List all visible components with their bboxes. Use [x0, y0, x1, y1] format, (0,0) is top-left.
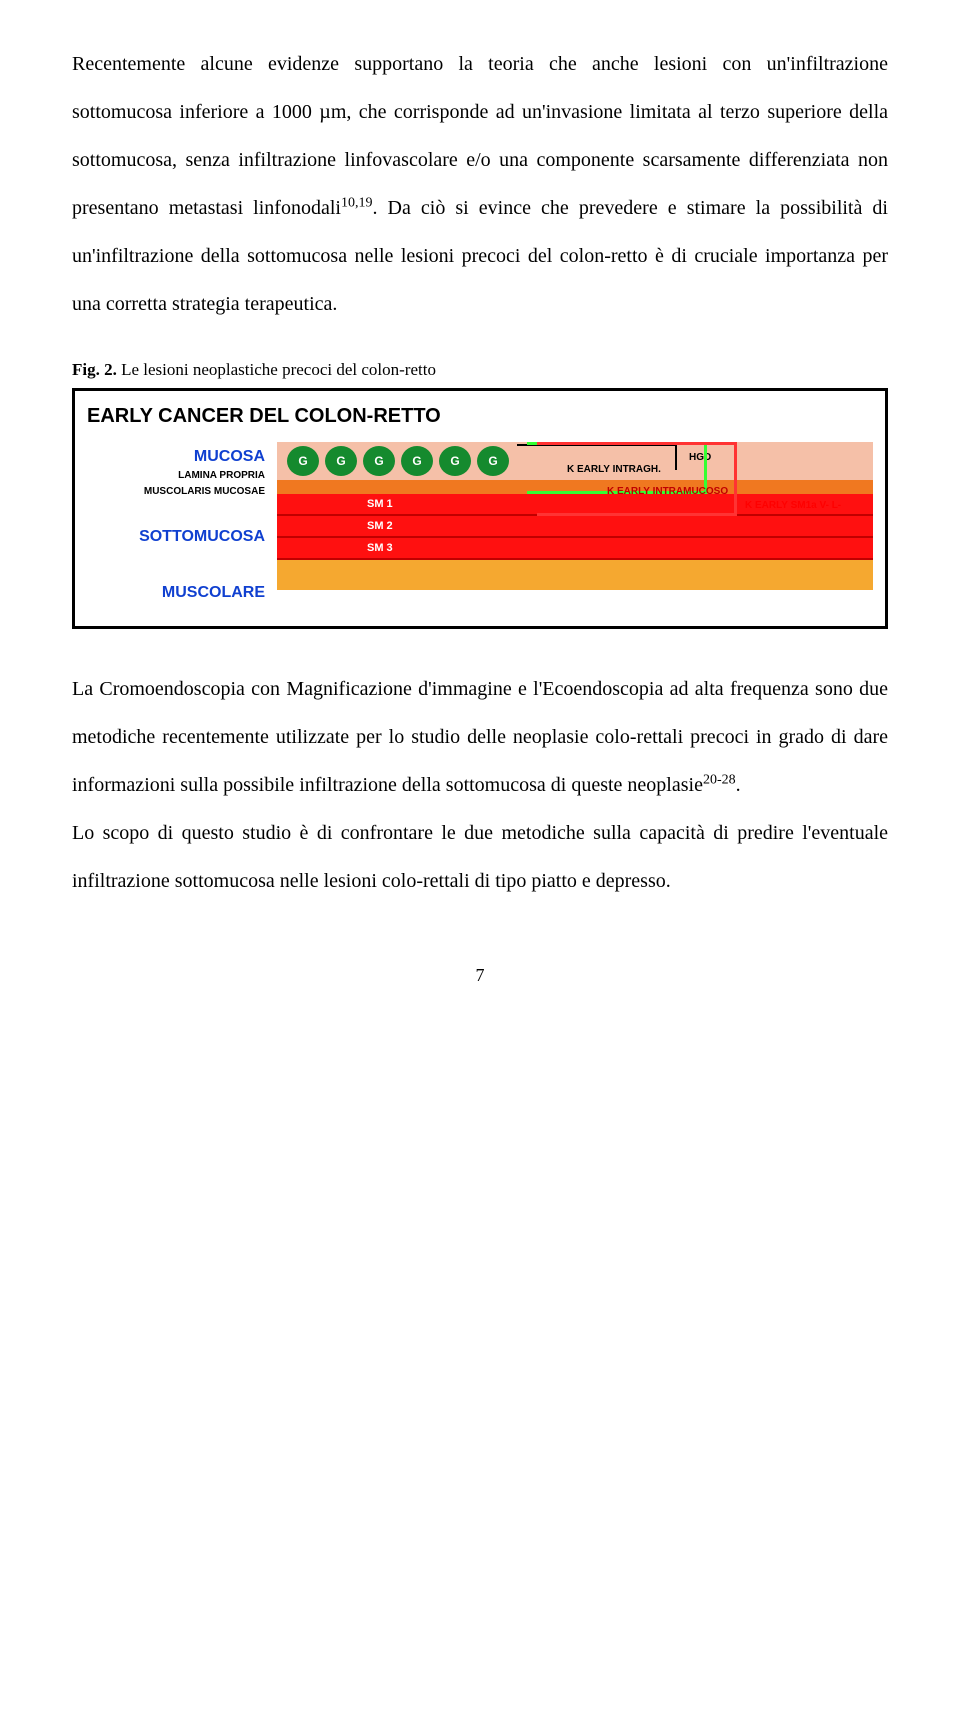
gland-icon: G: [401, 446, 433, 476]
sm2-layer: SM 2: [277, 516, 873, 538]
gland-icon: G: [363, 446, 395, 476]
diagram-early-cancer: EARLY CANCER DEL COLON-RETTO MUCOSA LAMI…: [72, 388, 888, 629]
para2a: La Cromoendoscopia con Magnificazione d'…: [72, 678, 888, 796]
sm3-layer: SM 3: [277, 538, 873, 560]
label-sottomucosa: SOTTOMUCOSA: [87, 526, 277, 548]
figure-caption: Fig. 2. Le lesioni neoplastiche precoci …: [72, 360, 888, 380]
sm1-label: SM 1: [367, 498, 393, 510]
para1-text: Recentemente alcune evidenze supportano …: [72, 53, 888, 219]
label-lamina: LAMINA PROPRIA: [87, 470, 277, 486]
diagram-body: MUCOSA LAMINA PROPRIA MUSCOLARIS MUCOSAE…: [87, 442, 873, 600]
para2b: .: [736, 774, 741, 796]
fig-caption-bold: Fig. 2.: [72, 360, 117, 379]
label-mm: MUSCOLARIS MUCOSAE: [87, 486, 277, 504]
muscolare-layer: [277, 560, 873, 590]
sm2-label: SM 2: [367, 520, 393, 532]
annot-sm1a: K EARLY SM1a V- L-: [745, 500, 841, 511]
paragraph-2: La Cromoendoscopia con Magnificazione d'…: [72, 665, 888, 809]
page-number: 7: [72, 965, 888, 986]
diagram-left-labels: MUCOSA LAMINA PROPRIA MUSCOLARIS MUCOSAE…: [87, 442, 277, 600]
sup-1: 10,19: [341, 195, 373, 210]
tissue-stack: G G G G G G SM 1 SM 2 SM 3 HGD K EARLY I…: [277, 442, 873, 600]
gland-icon: G: [439, 446, 471, 476]
gland-icon: G: [287, 446, 319, 476]
gland-icon: G: [325, 446, 357, 476]
sup-2: 20-28: [703, 772, 736, 787]
fig-caption-rest: Le lesioni neoplastiche precoci del colo…: [117, 360, 436, 379]
label-muscolare: MUSCOLARE: [87, 570, 277, 600]
diagram-title: EARLY CANCER DEL COLON-RETTO: [87, 405, 873, 428]
paragraph-3: Lo scopo di questo studio è di confronta…: [72, 809, 888, 905]
bracket-sm1a: [537, 442, 737, 516]
sm3-label: SM 3: [367, 542, 393, 554]
gland-icon: G: [477, 446, 509, 476]
label-mucosa: MUCOSA: [87, 442, 277, 470]
paragraph-1: Recentemente alcune evidenze supportano …: [72, 40, 888, 328]
